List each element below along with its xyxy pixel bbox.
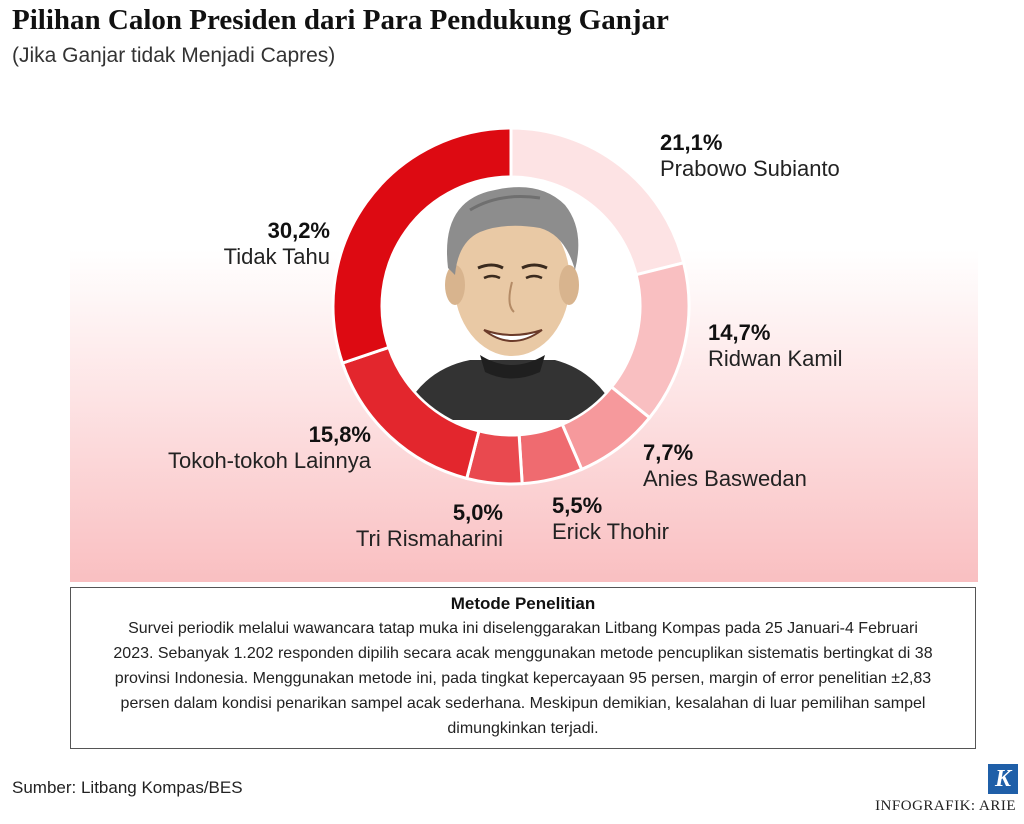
donut-chart (331, 126, 691, 486)
slice-percent: 30,2% (267, 218, 330, 243)
slice-name: Ridwan Kamil (708, 346, 843, 372)
slice-label-2: 7,7% Anies Baswedan (643, 440, 807, 493)
infographic-credit: INFOGRAFIK: ARIE (875, 798, 1016, 814)
slice-label-3: 5,5% Erick Thohir (552, 493, 669, 546)
slice-percent: 15,8% (308, 422, 371, 447)
slice-name: Tidak Tahu (223, 244, 330, 270)
slice-percent: 21,1% (660, 130, 723, 155)
slice-label-1: 14,7% Ridwan Kamil (708, 320, 843, 373)
slice-name: Tokoh-tokoh Lainnya (167, 448, 371, 474)
slice-label-4: 5,0% Tri Rismaharini (356, 500, 503, 553)
kompas-logo-icon: K (988, 764, 1018, 794)
slice-label-6: 30,2% Tidak Tahu (224, 218, 330, 271)
slice-percent: 5,5% (552, 493, 603, 518)
method-box: Metode Penelitian Survei periodik melalu… (70, 587, 976, 749)
slice-percent: 5,0% (452, 500, 503, 525)
slice-name: Erick Thohir (552, 519, 669, 545)
method-title: Metode Penelitian (450, 594, 596, 613)
chart-subtitle: (Jika Ganjar tidak Menjadi Capres) (12, 44, 336, 67)
slice-label-5: 15,8% Tokoh-tokoh Lainnya (168, 422, 371, 475)
slice-name: Anies Baswedan (643, 466, 807, 492)
slice-name: Prabowo Subianto (660, 156, 840, 182)
slice-name: Tri Rismaharini (355, 526, 503, 552)
chart-title: Pilihan Calon Presiden dari Para Penduku… (12, 4, 669, 36)
source-note: Sumber: Litbang Kompas/BES (12, 778, 243, 797)
slice-percent: 7,7% (643, 440, 694, 465)
method-body: Survei periodik melalui wawancara tatap … (113, 620, 933, 737)
slice-percent: 14,7% (708, 320, 771, 345)
slice-label-0: 21,1% Prabowo Subianto (660, 130, 840, 183)
portrait-illustration (382, 177, 640, 435)
